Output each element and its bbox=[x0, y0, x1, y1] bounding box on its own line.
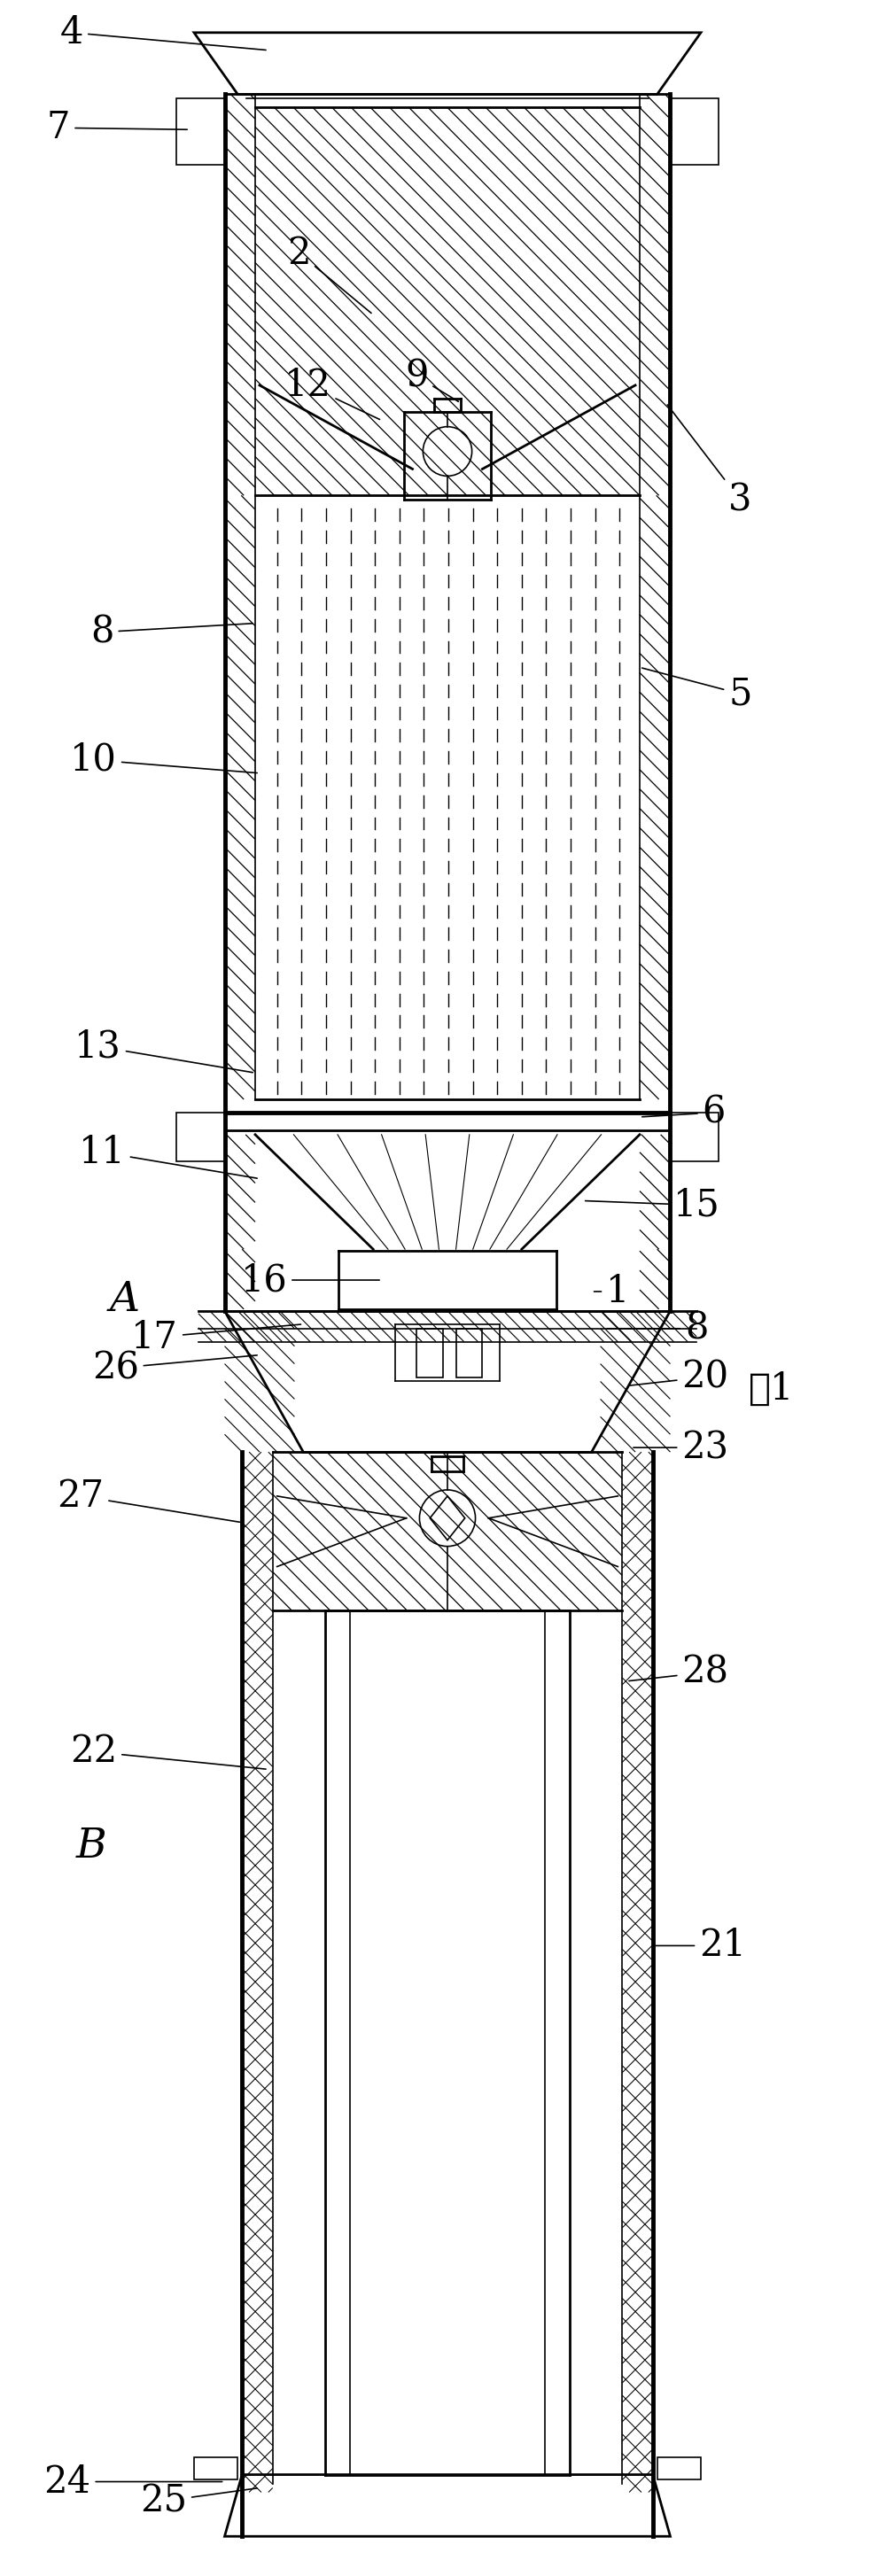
Text: 15: 15 bbox=[586, 1188, 720, 1224]
Text: 11: 11 bbox=[79, 1133, 257, 1177]
Text: 2: 2 bbox=[287, 234, 371, 314]
Text: 21: 21 bbox=[655, 1927, 746, 1965]
Text: 17: 17 bbox=[131, 1319, 300, 1355]
Text: 4: 4 bbox=[60, 13, 266, 52]
Bar bbox=[194, 2458, 238, 2478]
Text: A: A bbox=[109, 1280, 139, 1319]
Bar bbox=[670, 98, 718, 165]
Bar bbox=[417, 1329, 443, 1378]
Text: 1: 1 bbox=[595, 1273, 629, 1311]
Text: 28: 28 bbox=[629, 1654, 729, 1690]
Text: 26: 26 bbox=[92, 1350, 257, 1386]
Bar bbox=[456, 1329, 483, 1378]
Bar bbox=[176, 1113, 224, 1162]
Bar bbox=[176, 98, 224, 165]
Text: 9: 9 bbox=[405, 358, 459, 402]
Bar bbox=[657, 2458, 701, 2478]
Text: 25: 25 bbox=[139, 2483, 257, 2519]
Text: 7: 7 bbox=[46, 108, 187, 147]
Bar bbox=[670, 1113, 718, 1162]
Text: 10: 10 bbox=[70, 742, 257, 778]
Text: 13: 13 bbox=[74, 1028, 253, 1072]
Text: 8: 8 bbox=[90, 613, 253, 652]
Text: 24: 24 bbox=[44, 2463, 222, 2501]
Text: 8: 8 bbox=[607, 1311, 708, 1347]
Text: 6: 6 bbox=[642, 1095, 726, 1131]
Text: 27: 27 bbox=[57, 1479, 240, 1522]
Text: 3: 3 bbox=[668, 404, 752, 518]
Text: B: B bbox=[76, 1826, 107, 1868]
Text: 16: 16 bbox=[240, 1262, 379, 1298]
Text: 5: 5 bbox=[642, 667, 752, 714]
Text: 23: 23 bbox=[634, 1430, 729, 1466]
Text: 图1: 图1 bbox=[749, 1370, 795, 1406]
Text: 22: 22 bbox=[70, 1734, 266, 1770]
Text: 20: 20 bbox=[629, 1358, 729, 1396]
Text: 12: 12 bbox=[284, 366, 380, 420]
